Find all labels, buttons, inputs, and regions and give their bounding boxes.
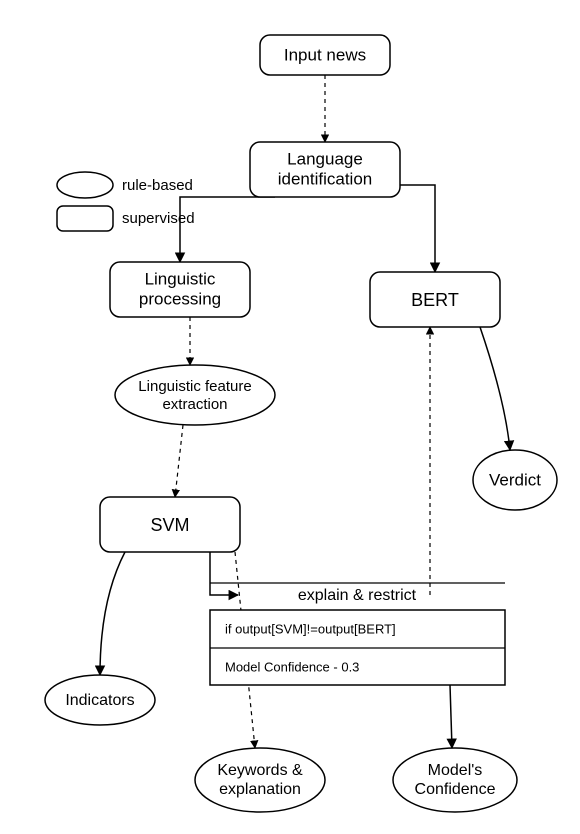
node-ling-feat-label1: Linguistic feature <box>138 378 251 395</box>
node-indicators-label: Indicators <box>65 692 134 709</box>
legend-rect <box>57 206 113 231</box>
node-ling-feat: Linguistic feature extraction <box>115 365 275 425</box>
node-ling-proc-label1: Linguistic <box>145 269 216 288</box>
node-input-news-label: Input news <box>284 45 366 64</box>
edge-svm-to-indicators <box>100 552 125 675</box>
node-confidence-label1: Model's <box>428 762 483 779</box>
node-verdict: Verdict <box>473 450 557 510</box>
node-lang-id-label2: identification <box>278 169 373 188</box>
node-confidence-label2: Confidence <box>415 781 496 798</box>
process-line1: if output[SVM]!=output[BERT] <box>225 621 396 636</box>
node-lang-id: Language identification <box>250 142 400 197</box>
node-lang-id-label1: Language <box>287 149 363 168</box>
legend-ellipse <box>57 172 113 198</box>
edge-lingfeat-to-svm <box>175 425 183 497</box>
node-svm-label: SVM <box>150 515 189 535</box>
node-keywords-label1: Keywords & <box>217 762 303 779</box>
edge-svm-to-process <box>210 552 238 595</box>
node-keywords-label2: explanation <box>219 781 301 798</box>
process-line2: Model Confidence - 0.3 <box>225 659 359 674</box>
process-box: explain & restrict if output[SVM]!=outpu… <box>210 583 505 685</box>
node-svm: SVM <box>100 497 240 552</box>
edge-process-to-confidence <box>450 685 452 748</box>
node-keywords: Keywords & explanation <box>195 748 325 812</box>
process-title: explain & restrict <box>298 587 417 604</box>
edge-langid-to-bert <box>400 185 435 272</box>
legend: rule-based supervised <box>57 172 195 231</box>
node-confidence: Model's Confidence <box>393 748 517 812</box>
node-indicators: Indicators <box>45 675 155 725</box>
node-input-news: Input news <box>260 35 390 75</box>
legend-supervised-label: supervised <box>122 210 195 227</box>
nodes: Input news Language identification Lingu… <box>45 35 557 812</box>
node-ling-proc: Linguistic processing <box>110 262 250 317</box>
legend-rule-based-label: rule-based <box>122 177 193 194</box>
edge-bert-to-verdict <box>480 327 510 450</box>
node-ling-proc-label2: processing <box>139 289 221 308</box>
node-bert: BERT <box>370 272 500 327</box>
node-bert-label: BERT <box>411 290 459 310</box>
edge-langid-to-lingproc <box>180 197 275 262</box>
node-ling-feat-label2: extraction <box>162 396 227 413</box>
node-verdict-label: Verdict <box>489 470 541 489</box>
